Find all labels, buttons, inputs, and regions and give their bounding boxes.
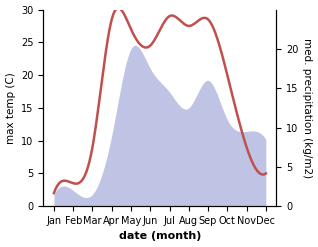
Y-axis label: med. precipitation (kg/m2): med. precipitation (kg/m2) (302, 38, 313, 178)
X-axis label: date (month): date (month) (119, 231, 201, 242)
Y-axis label: max temp (C): max temp (C) (5, 72, 16, 144)
